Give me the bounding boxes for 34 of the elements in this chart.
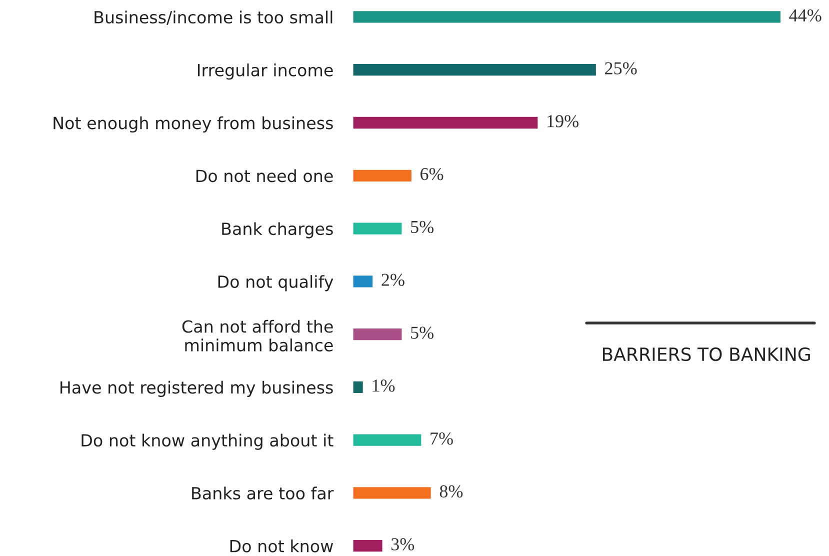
y-tick-label: Not enough money from business xyxy=(54,116,333,133)
data-label: 1% xyxy=(372,380,395,392)
data-label: 44% xyxy=(789,9,822,22)
y-tick-label: Do not qualify xyxy=(218,275,334,292)
bar xyxy=(353,276,373,288)
data-label: 19% xyxy=(548,115,578,128)
data-label: 7% xyxy=(430,432,453,445)
data-label: 5% xyxy=(411,326,434,339)
bar xyxy=(353,170,412,182)
y-tick-label: Business/income is too small xyxy=(94,10,332,25)
data-label: 6% xyxy=(420,168,444,180)
y-tick-label: Can not afford the minimum balance xyxy=(182,320,333,352)
y-tick-label: Irregular income xyxy=(198,64,333,80)
bar xyxy=(353,328,402,340)
data-label: 2% xyxy=(382,274,404,286)
data-label: 3% xyxy=(391,538,414,550)
bar xyxy=(353,11,780,23)
bar xyxy=(353,64,596,76)
y-tick-label: Have not registered my business xyxy=(60,380,333,397)
bar xyxy=(353,116,538,129)
text: BARRIERS TO BANKING xyxy=(602,347,810,362)
y-tick-label: Do not know anything about it xyxy=(82,434,334,450)
bar xyxy=(353,434,422,446)
data-label: 8% xyxy=(440,485,463,498)
bar xyxy=(353,222,402,234)
y-tick-label: Bank charges xyxy=(222,222,333,238)
bar xyxy=(353,487,431,499)
data-label: 25% xyxy=(605,62,637,74)
y-tick-label: Banks are too far xyxy=(192,486,334,500)
bar xyxy=(353,540,382,552)
y-tick-label: Do not know xyxy=(230,540,334,552)
bar xyxy=(353,381,363,393)
y-tick-label: Do not need one xyxy=(196,169,333,182)
data-label: 5% xyxy=(411,220,434,234)
